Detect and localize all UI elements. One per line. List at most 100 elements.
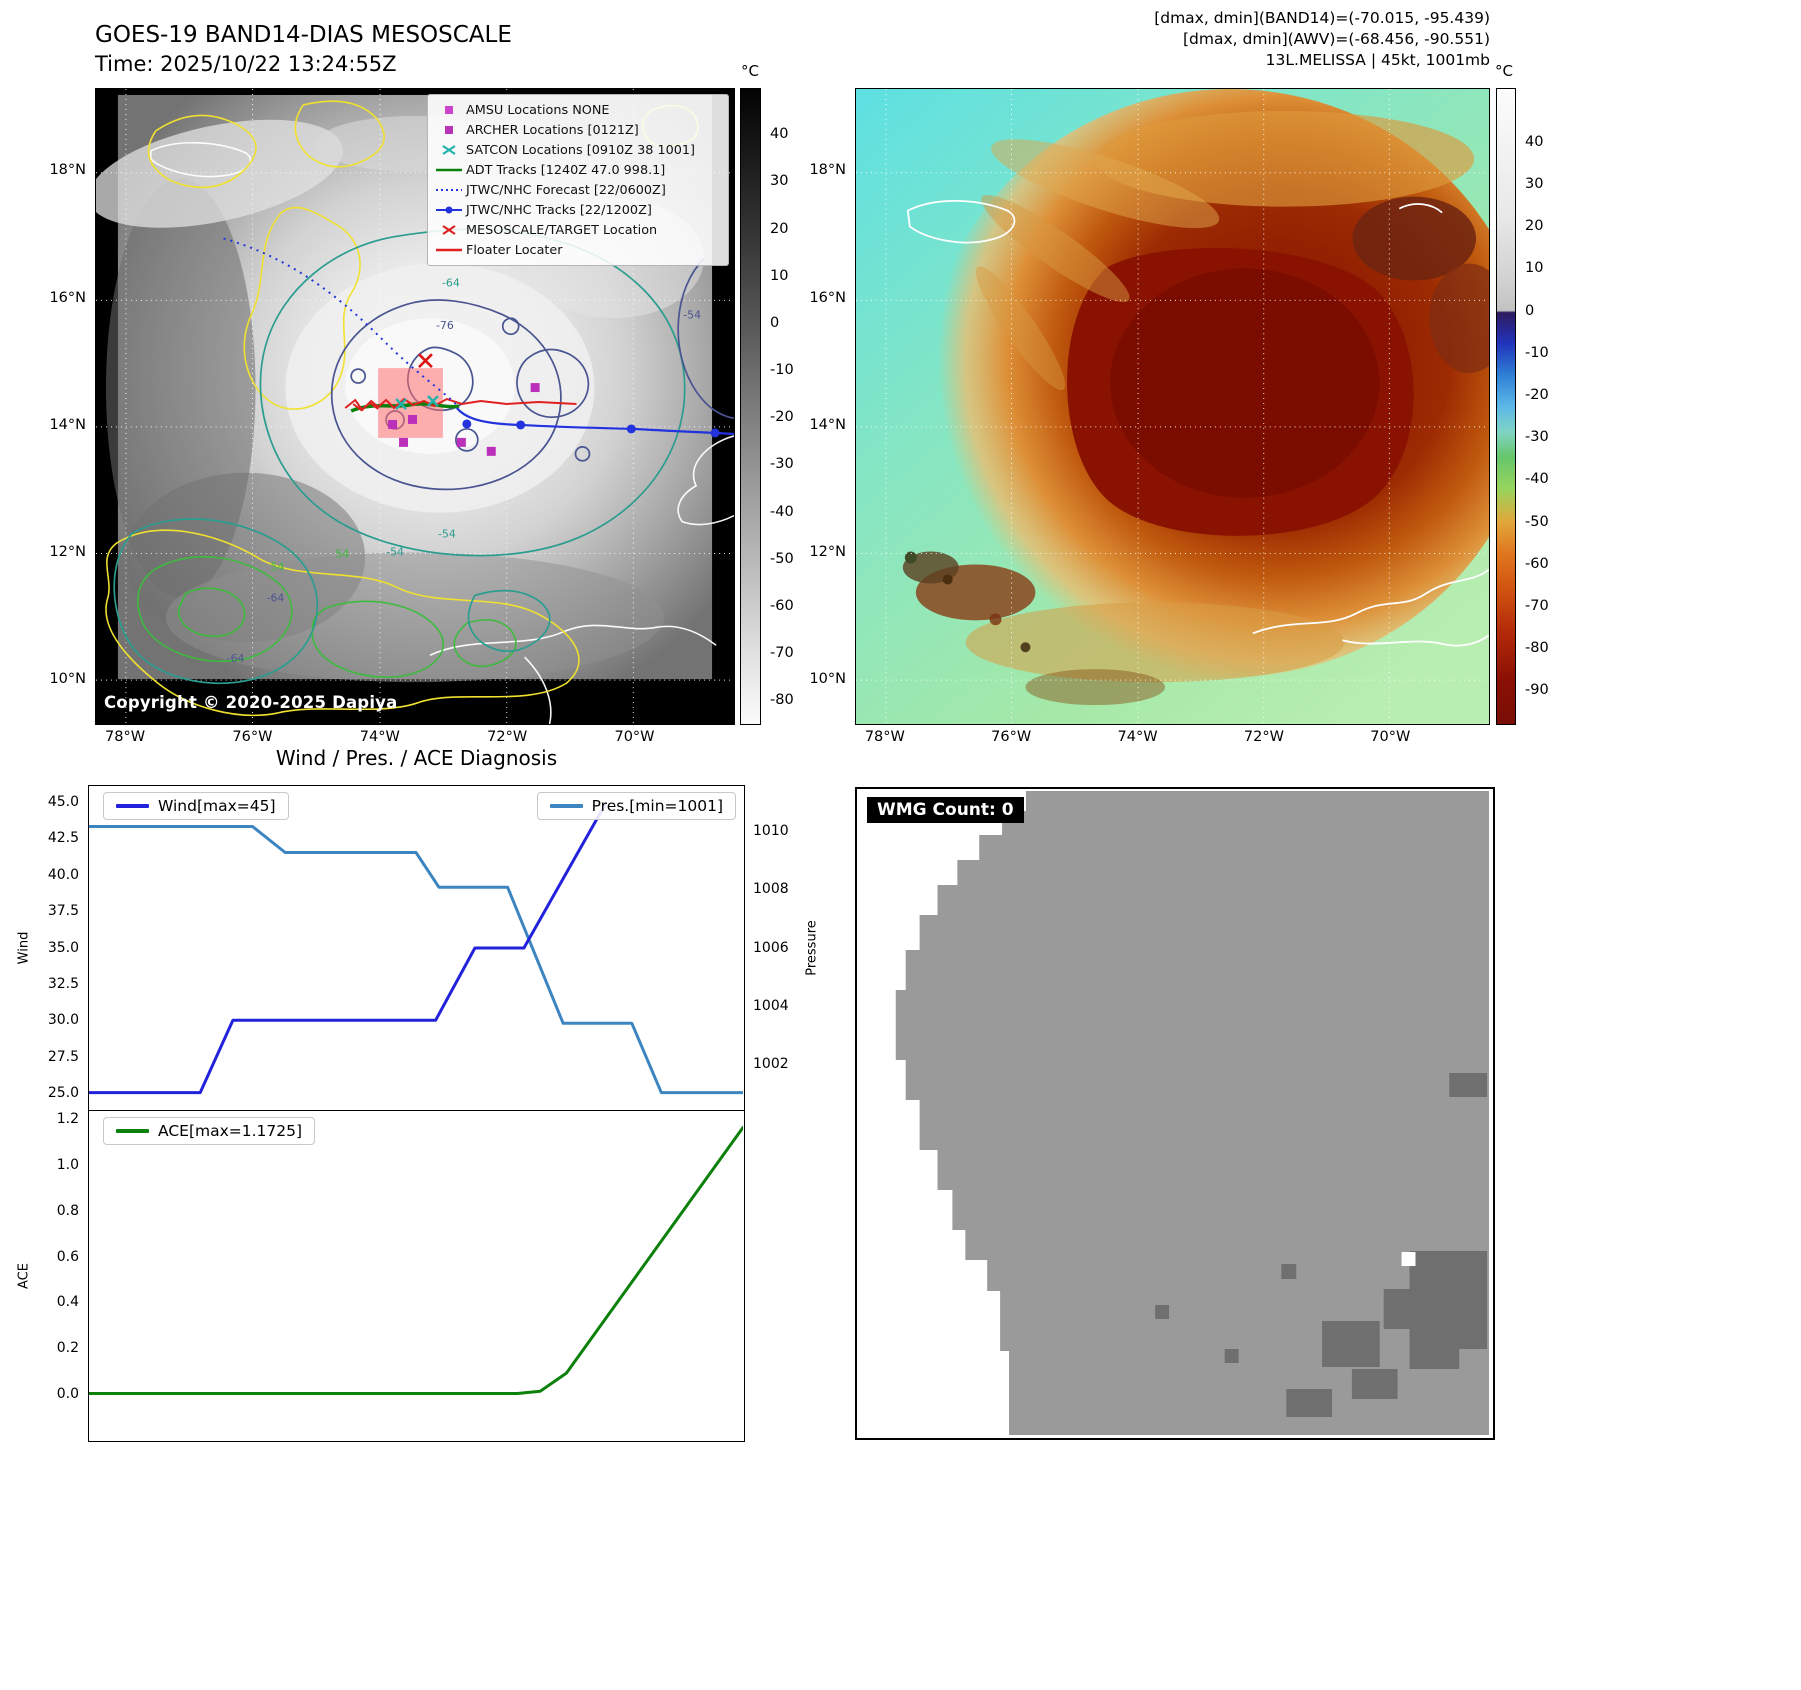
band14-map: -64 -76 -54 -54 -54 54 54 -64 -64 AMSU Locations… [95, 88, 735, 725]
legend-item: ARCHER Locations [0121Z] [434, 120, 722, 140]
square-marker-icon [445, 126, 453, 134]
contour-label: -64 [266, 591, 284, 604]
x-marker-icon [442, 225, 456, 235]
colorbar-tick-label: -30 [770, 456, 794, 473]
axis-tick-label: 1010 [753, 822, 789, 839]
legend-item-label: SATCON Locations [0910Z 38 1001] [466, 142, 696, 158]
legend-item-label: AMSU Locations NONE [466, 102, 610, 118]
contours-navy [330, 257, 734, 491]
copyright-text: Copyright © 2020-2025 Dapiya [104, 693, 398, 712]
lon-tick-label: 76°W [232, 729, 273, 745]
axis-tick-label: 1004 [753, 997, 789, 1014]
ace-line-sample [116, 1129, 149, 1133]
legend-item: SATCON Locations [0910Z 38 1001] [434, 140, 722, 160]
colorbar-tick-label: -10 [770, 362, 794, 379]
lon-tick-label: 72°W [487, 729, 528, 745]
axis-tick-label: 1.2 [56, 1111, 79, 1128]
colorbar-tick-label: 20 [770, 220, 789, 237]
contour-label: -76 [436, 319, 454, 332]
awv-lat-axis: 18°N 16°N 14°N 12°N 10°N [800, 88, 852, 725]
colorbar-tick-label: 30 [1525, 176, 1544, 193]
lon-tick-label: 74°W [1117, 729, 1158, 745]
axis-tick-label: 25.0 [47, 1085, 79, 1102]
lon-tick-label: 76°W [991, 729, 1032, 745]
lat-tick-label: 14°N [809, 416, 846, 433]
wmg-dark-patches [1155, 1073, 1488, 1417]
wind-legend-label: Wind[max=45] [158, 797, 276, 815]
floater-track-line [344, 397, 577, 412]
axis-tick-label: 0.2 [56, 1340, 79, 1357]
lon-tick-label: 70°W [614, 729, 655, 745]
colorbar-tick-label: -70 [1525, 597, 1549, 614]
axis-tick-label: 30.0 [47, 1012, 79, 1029]
diagnosis-title: Wind / Pres. / ACE Diagnosis [275, 746, 558, 770]
lon-tick-label: 72°W [1243, 729, 1284, 745]
wind-axis-label: Wind [16, 931, 32, 965]
band14-colorbar [740, 88, 761, 725]
lat-tick-label: 10°N [809, 671, 846, 688]
legend-item: Floater Locater [434, 240, 722, 260]
mesoscale-target-x-icon [418, 353, 433, 369]
lat-tick-label: 12°N [809, 544, 846, 561]
pressure-axis-label: Pressure [804, 920, 820, 976]
awv-map [855, 88, 1490, 725]
axis-tick-label: 1002 [753, 1056, 789, 1073]
colorbar-tick-label: 30 [770, 173, 789, 190]
contour-label: -54 [683, 308, 701, 321]
lat-tick-label: 18°N [809, 162, 846, 179]
colorbar-tick-label: -90 [1525, 682, 1549, 699]
wind-pressure-chart: Wind[max=45] Pres.[min=1001] [88, 785, 745, 1112]
lat-tick-label: 16°N [49, 290, 86, 307]
colorbar-tick-label: -50 [770, 550, 794, 567]
wind-axis-ticks: 45.0 42.5 40.0 37.5 35.0 32.5 30.0 27.5 25.0 [38, 785, 84, 1112]
awv-colorbar-unit: °C [1495, 62, 1513, 80]
contour-label: -54 [438, 528, 456, 541]
awv-header: [dmax, dmin](BAND14)=(-70.015, -95.439) … [980, 8, 1490, 71]
lon-tick-label: 70°W [1370, 729, 1411, 745]
ace-plot [89, 1126, 743, 1395]
contour-label: -54 [386, 546, 404, 559]
colorbar-tick-label: 10 [770, 267, 789, 284]
wmg-panel: WMG Count: 0 [855, 787, 1495, 1440]
axis-tick-label: 1008 [753, 881, 789, 898]
satcon-location-markers [395, 395, 439, 410]
contour-label: -64 [227, 652, 245, 665]
awv-colorbar-ticks: 40 30 20 10 0 -10 -20 -30 -40 -50 -60 -70 -80 -90 [1520, 88, 1568, 725]
series-line [89, 825, 743, 1095]
map-legend: AMSU Locations NONE ARCHER Locations [012… [427, 94, 729, 266]
colorbar-tick-label: -20 [1525, 386, 1549, 403]
dmax-dmin-band14: [dmax, dmin](BAND14)=(-70.015, -95.439) [1154, 9, 1490, 27]
wind-pressure-plot [89, 801, 743, 1095]
wmg-gray-mask [895, 791, 1490, 1435]
legend-item-label: MESOSCALE/TARGET Location [466, 222, 658, 238]
colorbar-tick-label: 40 [1525, 133, 1544, 150]
coastlines [906, 200, 1489, 647]
wind-legend: Wind[max=45] [103, 792, 289, 820]
colorbar-tick-label: 0 [1525, 302, 1535, 319]
ace-axis-label: ACE [16, 1263, 32, 1289]
series-line [89, 801, 608, 1095]
jtwc-track-lines [223, 237, 734, 436]
contour-labels: -64 -76 -54 -54 -54 54 54 -64 -64 [227, 276, 701, 665]
dmax-dmin-awv: [dmax, dmin](AWV)=(-68.456, -90.551) [1183, 30, 1490, 48]
awv-colorbar [1496, 88, 1516, 725]
colorbar-tick-label: 20 [1525, 218, 1544, 235]
legend-item: JTWC/NHC Tracks [22/1200Z] [434, 200, 722, 220]
axis-tick-label: 27.5 [47, 1048, 79, 1065]
band14-lat-axis: 18°N 16°N 14°N 12°N 10°N [40, 88, 92, 725]
lon-tick-label: 78°W [864, 729, 905, 745]
adt-track-line [350, 402, 460, 413]
legend-item-label: Floater Locater [466, 242, 563, 258]
colorbar-tick-label: 0 [770, 314, 780, 331]
wmg-white-notch [1401, 1252, 1416, 1266]
band14-colorbar-unit: °C [741, 62, 759, 80]
wind-line-sample [116, 804, 149, 808]
colorbar-tick-label: -30 [1525, 429, 1549, 446]
legend-item: JTWC/NHC Forecast [22/0600Z] [434, 180, 722, 200]
axis-tick-label: 1006 [753, 939, 789, 956]
colorbar-tick-label: 10 [1525, 260, 1544, 277]
dotted-marker-icon [436, 189, 462, 191]
map-grid-lines [856, 89, 1489, 724]
legend-item-label: JTWC/NHC Forecast [22/0600Z] [466, 182, 666, 198]
lon-tick-label: 74°W [359, 729, 400, 745]
